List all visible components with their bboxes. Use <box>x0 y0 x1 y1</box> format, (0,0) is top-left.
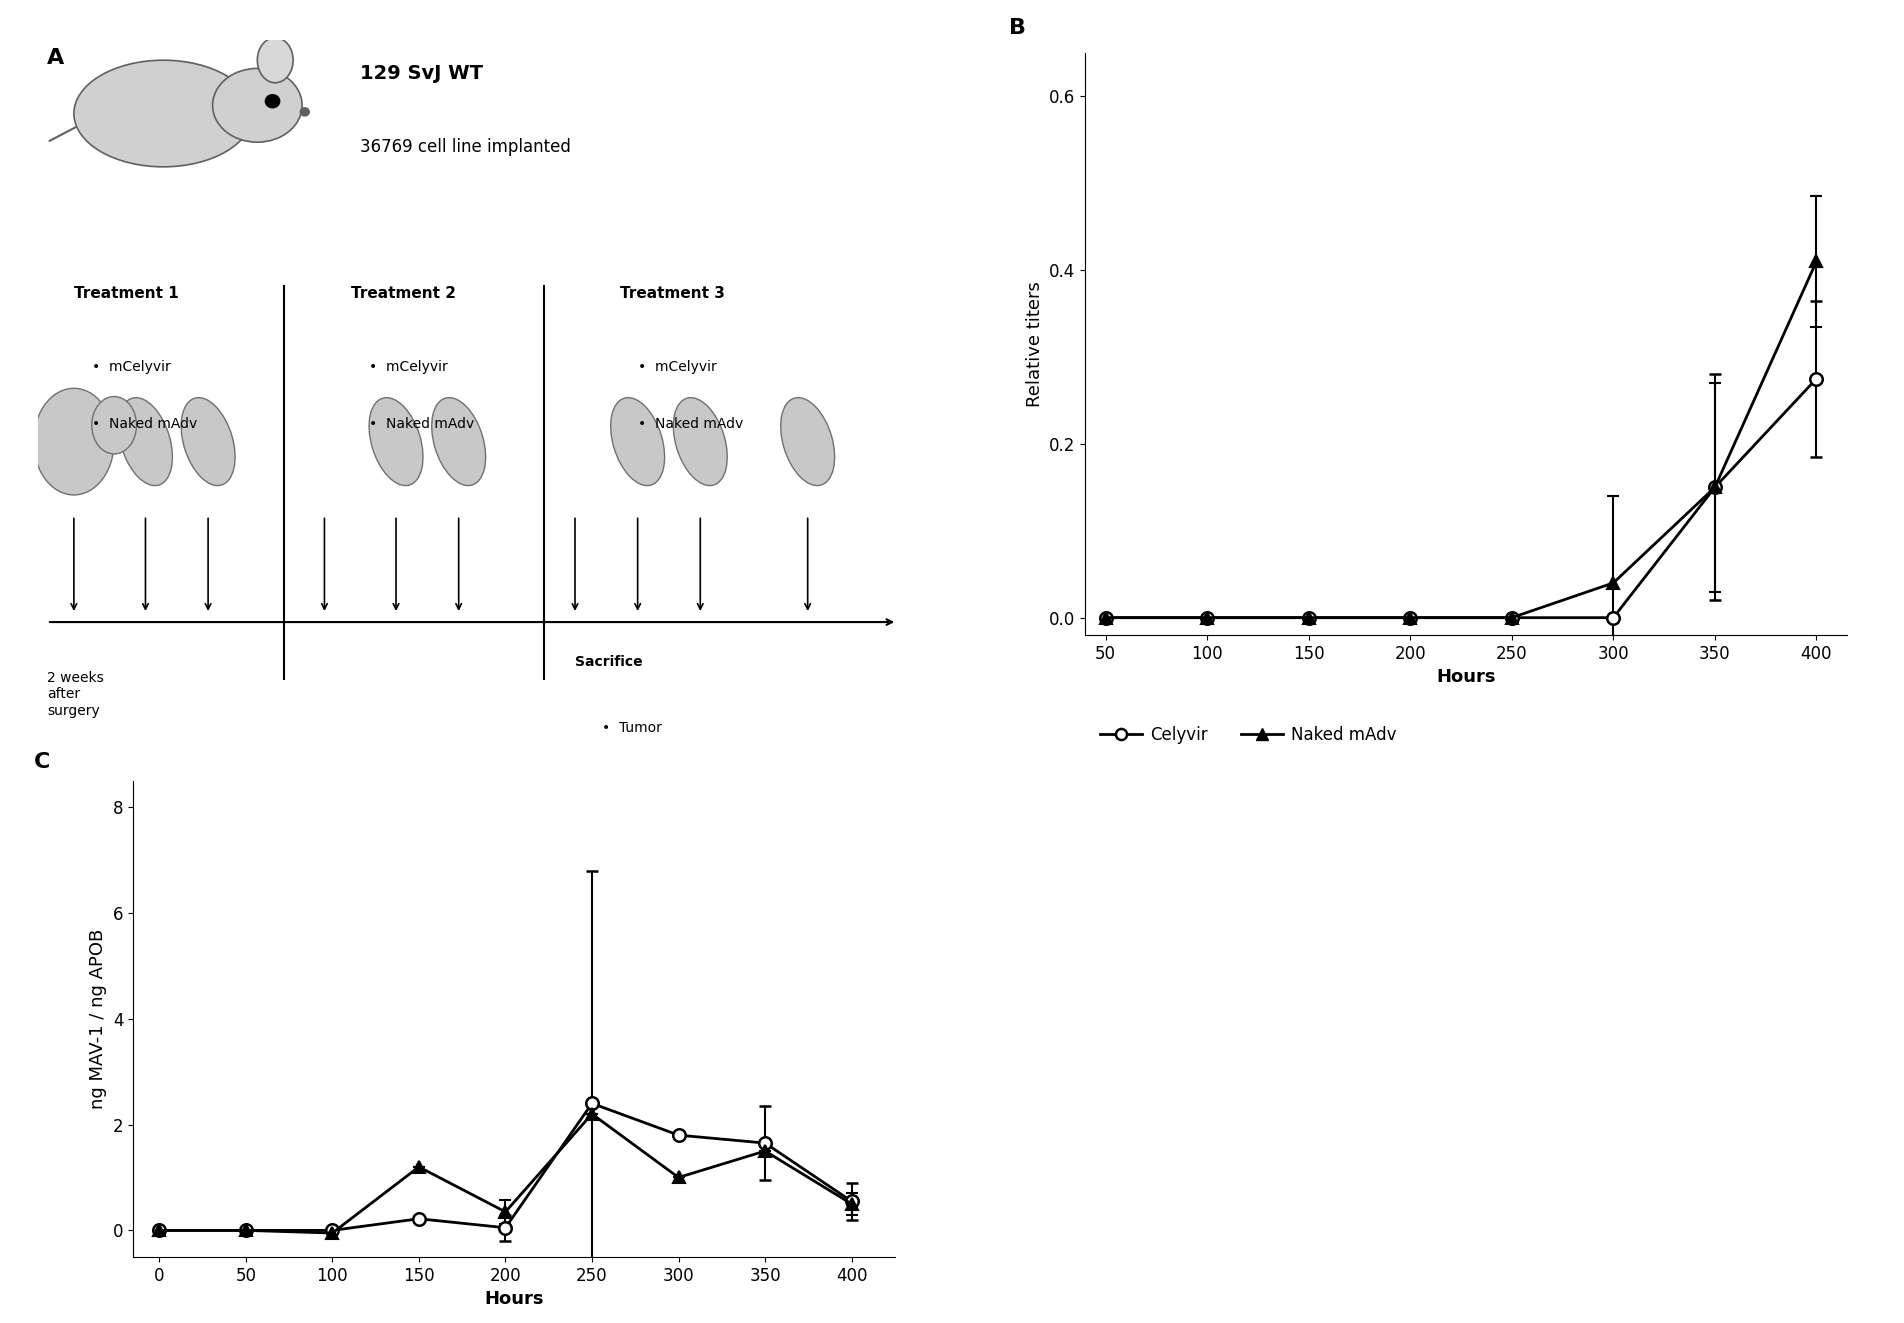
Ellipse shape <box>91 397 137 454</box>
Ellipse shape <box>674 398 727 486</box>
Ellipse shape <box>369 398 423 486</box>
Text: Sacrifice: Sacrifice <box>575 655 644 669</box>
Ellipse shape <box>74 60 253 167</box>
Text: •  Bone marrow: • Bone marrow <box>602 1028 712 1043</box>
Text: •  Naked mAdv: • Naked mAdv <box>91 417 196 431</box>
Ellipse shape <box>181 398 234 486</box>
X-axis label: Hours: Hours <box>484 1290 545 1308</box>
Text: •  Lungs: • Lungs <box>602 782 661 796</box>
Text: 2 weeks
after
surgery: 2 weeks after surgery <box>48 671 105 717</box>
Text: B: B <box>1009 19 1026 38</box>
Text: •  mCelyvir: • mCelyvir <box>638 360 716 373</box>
Text: 36769 cell line implanted: 36769 cell line implanted <box>360 138 571 156</box>
Text: •  mCelyvir: • mCelyvir <box>369 360 447 373</box>
Ellipse shape <box>213 69 303 142</box>
Text: A: A <box>48 48 65 67</box>
Ellipse shape <box>118 398 173 486</box>
Circle shape <box>301 107 308 116</box>
Legend: Celyvir, Naked mAdv: Celyvir, Naked mAdv <box>1093 718 1403 750</box>
Y-axis label: ng MAV-1 / ng APOB: ng MAV-1 / ng APOB <box>89 929 107 1109</box>
Ellipse shape <box>34 389 114 495</box>
Text: Treatment 3: Treatment 3 <box>621 286 725 300</box>
Ellipse shape <box>611 398 664 486</box>
Text: Treatment 1: Treatment 1 <box>74 286 179 300</box>
Text: Treatment 2: Treatment 2 <box>350 286 457 300</box>
Y-axis label: Relative titers: Relative titers <box>1026 280 1043 407</box>
Text: •  Naked mAdv: • Naked mAdv <box>369 417 474 431</box>
Text: •  mCelyvir: • mCelyvir <box>91 360 171 373</box>
Circle shape <box>265 95 280 107</box>
Ellipse shape <box>432 398 486 486</box>
Text: C: C <box>34 751 51 773</box>
Text: •  Tumor: • Tumor <box>602 721 663 734</box>
Ellipse shape <box>781 398 834 486</box>
Ellipse shape <box>257 37 293 83</box>
X-axis label: Hours: Hours <box>1436 668 1497 687</box>
Text: •  Naked mAdv: • Naked mAdv <box>638 417 743 431</box>
Text: 129 SvJ WT: 129 SvJ WT <box>360 65 484 83</box>
Text: •  Kidneys: • Kidneys <box>602 967 674 980</box>
Text: •  Liver: • Liver <box>602 905 653 919</box>
Text: •  Spleen: • Spleen <box>602 844 666 857</box>
